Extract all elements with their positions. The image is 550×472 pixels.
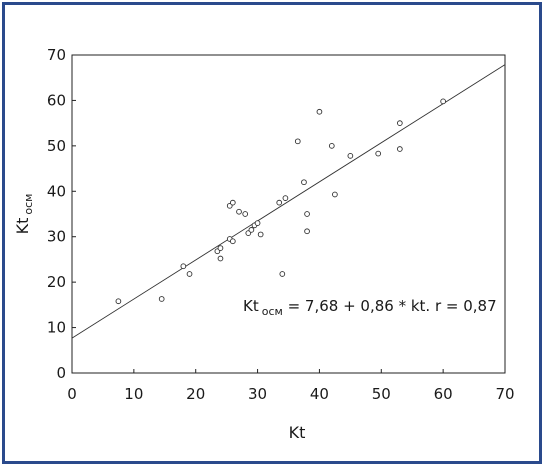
data-point bbox=[304, 228, 310, 235]
x-tick-label: 60 bbox=[434, 385, 453, 403]
data-point bbox=[328, 143, 335, 149]
data-point bbox=[316, 108, 323, 115]
y-tick-label: 40 bbox=[47, 182, 66, 200]
data-point bbox=[347, 153, 354, 159]
x-tick-label: 50 bbox=[372, 385, 391, 403]
x-tick-label: 0 bbox=[67, 385, 77, 403]
equation-main: Kt bbox=[243, 297, 259, 315]
chart-frame bbox=[2, 2, 542, 464]
y-axis-label: Kt bbox=[13, 218, 32, 235]
data-point bbox=[375, 150, 382, 157]
data-point bbox=[304, 211, 310, 217]
data-point bbox=[282, 195, 289, 201]
data-point bbox=[180, 263, 187, 270]
svg-text:Ktосм: Kt осм bbox=[13, 194, 35, 235]
tick-layer: 0 10 20 30 40 50 60 70 0 10 20 30 40 50 60 70 bbox=[47, 46, 515, 403]
data-point bbox=[236, 208, 242, 215]
x-tick-label: 20 bbox=[186, 385, 205, 403]
data-point bbox=[217, 255, 224, 262]
data-point bbox=[396, 146, 403, 152]
data-point bbox=[229, 238, 236, 245]
data-point bbox=[396, 120, 403, 126]
data-point bbox=[158, 296, 165, 302]
data-point bbox=[254, 220, 261, 226]
data-point bbox=[257, 231, 264, 238]
data-point bbox=[242, 211, 249, 217]
y-tick-label: 20 bbox=[47, 273, 66, 291]
data-point bbox=[332, 191, 338, 198]
data-point bbox=[186, 271, 193, 277]
data-point bbox=[248, 227, 255, 233]
y-axis-label-group: Kt осм bbox=[13, 194, 35, 235]
regression-equation: Kt осм = 7,68 + 0,86 * kt. r = 0,87 bbox=[243, 297, 497, 318]
points-layer bbox=[115, 98, 446, 305]
x-tick-label: 40 bbox=[310, 385, 329, 403]
y-tick-label: 0 bbox=[56, 364, 66, 382]
y-tick-label: 60 bbox=[47, 91, 66, 109]
plot-area bbox=[71, 54, 506, 374]
y-tick-label: 50 bbox=[47, 137, 66, 155]
data-point bbox=[440, 98, 446, 105]
x-tick-label: 10 bbox=[124, 385, 143, 403]
x-tick-label: 70 bbox=[495, 385, 514, 403]
data-point bbox=[276, 199, 283, 206]
data-point bbox=[115, 298, 122, 305]
data-point bbox=[279, 271, 286, 277]
y-tick-label: 10 bbox=[47, 319, 66, 337]
x-tick-label: 30 bbox=[248, 385, 267, 403]
y-tick-label: 30 bbox=[47, 228, 66, 246]
data-point bbox=[229, 199, 236, 206]
x-axis-label: Kt bbox=[289, 423, 306, 442]
y-tick-label: 70 bbox=[47, 46, 66, 64]
regression-line bbox=[71, 64, 506, 339]
data-point bbox=[301, 179, 307, 186]
data-point bbox=[294, 138, 301, 145]
y-axis-label-subscript: осм bbox=[22, 194, 35, 215]
equation-rest: = 7,68 + 0,86 * kt. r = 0,87 bbox=[283, 297, 497, 315]
data-point bbox=[217, 245, 224, 251]
equation-subscript: осм bbox=[262, 305, 283, 318]
